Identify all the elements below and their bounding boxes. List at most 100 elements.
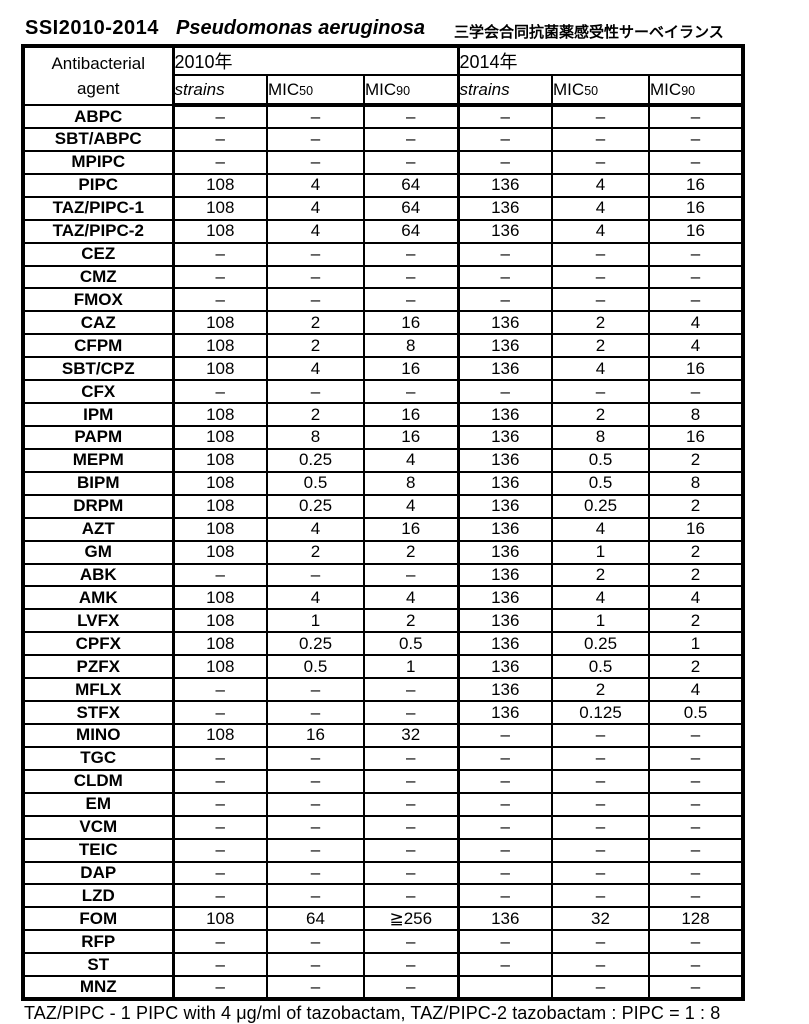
value-cell-mic90-2010: 64	[362, 195, 460, 221]
value-cell-mic90-2014: –	[648, 241, 745, 267]
value-cell-mic50-2014: –	[551, 768, 651, 794]
value-cell-strains-2014: 136	[456, 631, 554, 657]
value-cell-mic50-2014: 1	[551, 608, 651, 634]
value-cell-mic90-2010: 8	[362, 333, 460, 359]
value-cell-mic90-2010: –	[362, 952, 460, 978]
value-cell-strains-2010: –	[171, 562, 268, 588]
value-cell-strains-2010: 108	[171, 447, 268, 473]
value-cell-mic50-2014: 0.5	[551, 654, 651, 680]
value-cell-mic50-2010: 1	[266, 608, 365, 634]
header-row-years: Antibacterial agent 2010年 2014年	[22, 45, 745, 106]
value-cell-strains-2010: 108	[171, 310, 268, 336]
table-row: MNZ – – – – –	[22, 975, 745, 1001]
value-cell-mic50-2010: 0.5	[266, 470, 365, 496]
value-cell-mic50-2010: –	[266, 562, 365, 588]
value-cell-mic90-2010: –	[362, 814, 460, 840]
header-mic50-2010: MIC50	[266, 74, 365, 107]
table-row: PIPC 108 4 64 136 4 16	[22, 172, 745, 198]
value-cell-mic50-2010: –	[266, 149, 365, 175]
value-cell-strains-2010: –	[171, 952, 268, 978]
table-row: TAZ/PIPC-2 108 4 64 136 4 16	[22, 218, 745, 244]
value-cell-strains-2010: 108	[171, 195, 268, 221]
value-cell-mic90-2010: –	[362, 677, 460, 703]
value-cell-strains-2014: –	[456, 127, 554, 152]
table-row: PZFX 108 0.5 1 136 0.5 2	[22, 654, 745, 680]
value-cell-strains-2010: 108	[171, 722, 268, 748]
value-cell-strains-2014: 136	[456, 402, 554, 427]
value-cell-strains-2010: –	[171, 745, 268, 771]
value-cell-mic50-2010: –	[266, 791, 365, 817]
value-cell-mic90-2014: 4	[648, 677, 745, 703]
table-row: CFPM 108 2 8 136 2 4	[22, 333, 745, 359]
value-cell-mic90-2014: –	[648, 975, 745, 1001]
value-cell-mic90-2010: –	[362, 127, 460, 152]
value-cell-mic90-2010: 16	[362, 424, 460, 450]
value-cell-mic50-2014: –	[551, 287, 651, 313]
value-cell-mic90-2010: 64	[362, 218, 460, 244]
table-row: MINO 108 16 32 – – –	[22, 722, 745, 748]
value-cell-mic50-2014: –	[551, 975, 651, 1001]
value-cell-mic90-2014: 2	[648, 562, 745, 588]
value-cell-strains-2010: 108	[171, 172, 268, 198]
value-cell-mic50-2010: 4	[266, 218, 365, 244]
value-cell-strains-2010: –	[171, 241, 268, 267]
value-cell-strains-2014: 136	[456, 539, 554, 565]
value-cell-mic50-2014: 2	[551, 677, 651, 703]
table-row: RFP – – – – – –	[22, 929, 745, 955]
header-year-2010: 2010年	[171, 45, 460, 76]
value-cell-strains-2014: –	[456, 837, 554, 863]
value-cell-mic50-2014: 2	[551, 562, 651, 588]
value-cell-strains-2010: 108	[171, 585, 268, 611]
value-cell-mic90-2014: –	[648, 814, 745, 840]
susceptibility-table: Antibacterial agent 2010年 2014年 strains …	[21, 44, 746, 1002]
value-cell-mic50-2010: –	[266, 929, 365, 955]
value-cell-strains-2014: –	[456, 929, 554, 955]
header-mic90-2014: MIC90	[648, 74, 745, 107]
value-cell-strains-2010: –	[171, 814, 268, 840]
value-cell-mic50-2014: 2	[551, 333, 651, 359]
mic50-subscript: 50	[584, 83, 599, 98]
value-cell-mic90-2014: –	[648, 929, 745, 955]
value-cell-mic50-2010: 4	[266, 172, 365, 198]
table-row: TEIC – – – – – –	[22, 837, 745, 863]
value-cell-strains-2014: –	[456, 768, 554, 794]
value-cell-strains-2014: –	[456, 264, 554, 290]
value-cell-mic50-2010: –	[266, 677, 365, 703]
table-row: MFLX – – – 136 2 4	[22, 677, 745, 703]
value-cell-mic50-2010: 0.25	[266, 493, 365, 519]
agent-cell: SBT/ABPC	[22, 127, 174, 152]
agent-cell: RFP	[22, 929, 174, 955]
value-cell-strains-2010: 108	[171, 631, 268, 657]
value-cell-mic90-2014: 4	[648, 310, 745, 336]
value-cell-strains-2010: –	[171, 975, 268, 1001]
value-cell-strains-2010: 108	[171, 470, 268, 496]
value-cell-mic50-2010: –	[266, 768, 365, 794]
agent-cell: AZT	[22, 516, 174, 542]
value-cell-strains-2014: 136	[456, 218, 554, 244]
value-cell-mic90-2014: –	[648, 883, 745, 909]
agent-cell: CAZ	[22, 310, 174, 336]
value-cell-strains-2014: –	[456, 104, 554, 129]
value-cell-mic90-2014: 2	[648, 447, 745, 473]
value-cell-mic50-2010: –	[266, 241, 365, 267]
strains-label: strains	[174, 79, 225, 99]
value-cell-mic90-2010: 0.5	[362, 631, 460, 657]
agent-cell: CEZ	[22, 241, 174, 267]
value-cell-mic50-2010: 64	[266, 906, 365, 932]
value-cell-mic90-2014: –	[648, 104, 745, 129]
value-cell-mic50-2010: –	[266, 745, 365, 771]
header-row-measures: strains MIC50 MIC90 strains MIC50 MIC90	[23, 74, 745, 107]
value-cell-mic50-2010: 2	[266, 402, 365, 427]
value-cell-mic90-2010: –	[362, 929, 460, 955]
value-cell-mic90-2014: 4	[648, 585, 745, 611]
value-cell-mic50-2010: –	[266, 860, 365, 886]
value-cell-strains-2014: 136	[456, 700, 554, 725]
value-cell-mic50-2010: 2	[266, 310, 365, 336]
value-cell-mic90-2010: –	[362, 264, 460, 290]
value-cell-strains-2014: 136	[456, 585, 554, 611]
value-cell-strains-2010: –	[171, 127, 268, 152]
value-cell-mic50-2014: –	[551, 791, 651, 817]
value-cell-mic90-2010: –	[362, 745, 460, 771]
value-cell-mic50-2014: 4	[551, 172, 651, 198]
